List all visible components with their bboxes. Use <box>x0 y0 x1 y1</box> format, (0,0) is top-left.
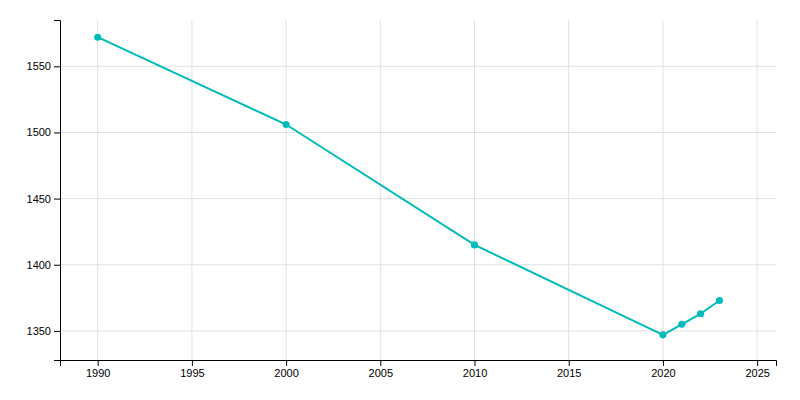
tick-label: 1550 <box>27 60 51 72</box>
tick-mark <box>54 66 60 67</box>
tick-label: 1500 <box>27 126 51 138</box>
tick-mark <box>54 199 60 200</box>
marker <box>697 310 704 317</box>
tick-label: 1450 <box>27 193 51 205</box>
grid <box>60 20 776 360</box>
marker <box>716 297 723 304</box>
grid-line-x <box>474 20 475 360</box>
tick: 2010 <box>463 360 487 379</box>
tick-label: 1995 <box>180 367 204 379</box>
axis-line <box>61 361 777 367</box>
tick-mark <box>98 360 99 366</box>
tick: 1995 <box>180 360 204 379</box>
tick-mark <box>663 360 664 366</box>
tick-label: 1990 <box>86 367 110 379</box>
grid-line-y <box>60 66 776 67</box>
tick: 1450 <box>27 193 60 205</box>
tick-label: 2005 <box>369 367 393 379</box>
tick-mark <box>54 331 60 332</box>
y-axis: 1350 1400 1450 1500 1550 <box>27 21 61 361</box>
grid-line-y <box>60 198 776 199</box>
plot: 1990 1995 2000 2005 2010 2015 2020 2025 1350 1400… <box>27 20 777 379</box>
marker <box>678 321 685 328</box>
marker <box>659 331 666 338</box>
tick: 2005 <box>369 360 393 379</box>
tick-mark <box>757 360 758 366</box>
marker <box>283 121 290 128</box>
x-axis: 1990 1995 2000 2005 2010 2015 2020 2025 <box>61 360 777 379</box>
line <box>98 37 720 335</box>
tick-mark <box>569 360 570 366</box>
tick-label: 2000 <box>274 367 298 379</box>
tick: 1990 <box>86 360 110 379</box>
chart: 1990 1995 2000 2005 2010 2015 2020 2025 1350 1400… <box>0 0 800 400</box>
tick-mark <box>54 265 60 266</box>
grid-line-x <box>380 20 381 360</box>
tick: 2025 <box>745 360 769 379</box>
grid-line-y <box>60 132 776 133</box>
marker <box>471 241 478 248</box>
tick-label: 2025 <box>745 367 769 379</box>
tick-mark <box>380 360 381 366</box>
grid-line-x <box>757 20 758 360</box>
tick-label: 2010 <box>463 367 487 379</box>
tick: 1350 <box>27 325 60 337</box>
tick-label: 2020 <box>651 367 675 379</box>
grid-line-x <box>286 20 287 360</box>
tick-label: 2015 <box>557 367 581 379</box>
tick-mark <box>475 360 476 366</box>
tick-mark <box>54 132 60 133</box>
tick: 1500 <box>27 126 60 138</box>
marks <box>94 34 723 339</box>
tick: 1550 <box>27 60 60 72</box>
tick: 2015 <box>557 360 581 379</box>
grid-line-y <box>60 264 776 265</box>
tick-mark <box>286 360 287 366</box>
grid-line-x <box>568 20 569 360</box>
tick-mark <box>192 360 193 366</box>
marker <box>94 34 101 41</box>
tick-label: 1400 <box>27 259 51 271</box>
tick: 2000 <box>274 360 298 379</box>
grid-line-x <box>662 20 663 360</box>
tick-label: 1350 <box>27 325 51 337</box>
tick: 2020 <box>651 360 675 379</box>
tick: 1400 <box>27 259 60 271</box>
axis-line <box>54 21 61 361</box>
grid-line-x <box>97 20 98 360</box>
grid-line-x <box>191 20 192 360</box>
